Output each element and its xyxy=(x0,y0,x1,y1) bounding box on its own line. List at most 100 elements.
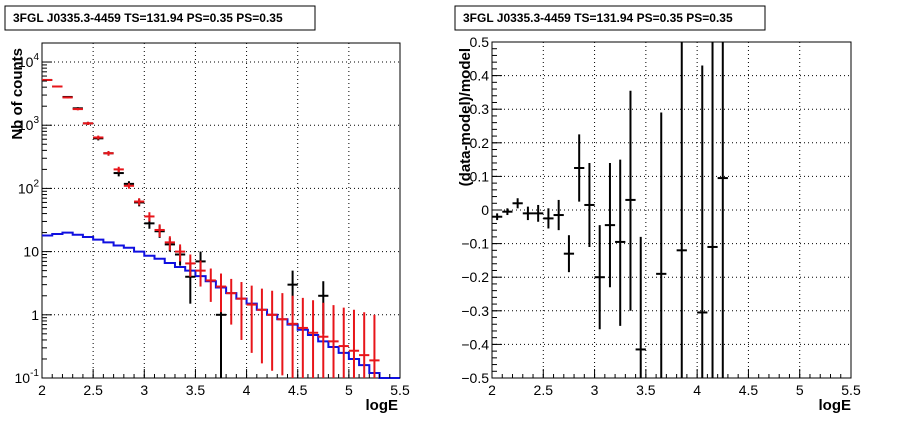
y-tick-label: 10 xyxy=(23,244,39,260)
residual-series xyxy=(492,42,728,378)
data-point xyxy=(103,151,114,156)
data-point xyxy=(256,288,268,364)
x-tick-label: 2 xyxy=(38,382,46,398)
counts-x-ticks: 2 2.5 3 3.5 4 4.5 5 5.5 xyxy=(38,369,410,398)
x-tick-label: 5.5 xyxy=(841,382,861,398)
data-point xyxy=(164,236,175,251)
x-tick-label: 4.5 xyxy=(739,382,759,398)
y-tick-label: 104 xyxy=(18,52,40,70)
counts-series xyxy=(42,78,400,379)
counts-chart: 2 2.5 3 3.5 4 4.5 5 5.5 10-1 1 10 102 103 104 logE N… xyxy=(4,5,410,414)
x-tick-label: 3 xyxy=(140,382,148,398)
data-point xyxy=(246,285,257,353)
data-point xyxy=(369,314,380,378)
counts-x-axis-label: logE xyxy=(366,397,399,414)
data-point xyxy=(72,107,83,111)
data-point xyxy=(134,198,145,206)
data-point xyxy=(307,300,319,378)
data-point xyxy=(717,42,728,378)
data-point xyxy=(236,282,247,340)
data-point xyxy=(318,302,329,378)
data-point xyxy=(113,166,124,173)
y-tick-label: 10-1 xyxy=(15,368,40,386)
data-point xyxy=(93,135,104,140)
y-tick-label: 0.2 xyxy=(470,135,490,151)
data-point xyxy=(62,96,73,99)
x-tick-label: 3.5 xyxy=(636,382,656,398)
counts-chart-title: 3FGL J0335.3-4459 TS=131.94 PS=0.35 PS=0… xyxy=(13,11,283,25)
x-tick-label: 2 xyxy=(488,382,496,398)
x-tick-label: 4 xyxy=(693,382,701,398)
x-tick-label: 5.5 xyxy=(390,382,410,398)
data-point xyxy=(205,268,216,302)
y-tick-label: 103 xyxy=(18,115,40,133)
data-point xyxy=(348,309,360,378)
residual-title-box xyxy=(454,5,766,31)
data-point xyxy=(553,199,564,231)
x-tick-label: 2.5 xyxy=(534,382,554,398)
x-tick-label: 4 xyxy=(243,382,251,398)
data-point xyxy=(676,42,687,378)
residual-chart-title: 3FGL J0335.3-4459 TS=131.94 PS=0.35 PS=0… xyxy=(463,11,733,25)
residual-y-axis-label: (data-model)/model xyxy=(457,48,474,186)
counts-title-box xyxy=(4,5,316,31)
data-point xyxy=(174,244,186,262)
residual-plot-frame xyxy=(491,41,852,379)
data-point xyxy=(144,212,155,222)
data-point xyxy=(359,312,370,378)
data-point xyxy=(563,235,575,273)
x-tick-label: 3 xyxy=(591,382,599,398)
residual-x-ticks: 2 2.5 3 3.5 4 4.5 5 5.5 xyxy=(488,369,861,398)
data-point xyxy=(543,208,554,229)
data-point xyxy=(697,65,708,378)
y-tick-label: 0 xyxy=(481,202,489,218)
x-tick-label: 5 xyxy=(796,382,804,398)
data-point xyxy=(82,121,94,125)
x-tick-label: 3.5 xyxy=(186,382,206,398)
x-tick-label: 2.5 xyxy=(83,382,103,398)
data-point xyxy=(267,290,278,371)
data-point xyxy=(123,183,135,189)
y-tick-label: 102 xyxy=(18,178,40,196)
data-point xyxy=(42,78,53,81)
data-point xyxy=(635,236,646,378)
y-tick-label: 0.5 xyxy=(470,34,490,50)
y-tick-label: 0.3 xyxy=(470,101,490,117)
counts-y-ticks: 10-1 1 10 102 103 104 xyxy=(15,42,52,386)
data-point xyxy=(584,162,595,247)
y-tick-label: 0.1 xyxy=(470,168,490,184)
data-point xyxy=(604,162,616,288)
data-point xyxy=(522,206,534,221)
data-point xyxy=(656,112,667,378)
data-point xyxy=(277,293,288,376)
residual-grid xyxy=(492,42,851,378)
y-tick-label: −0.1 xyxy=(461,236,489,252)
x-tick-label: 4.5 xyxy=(288,382,308,398)
data-point xyxy=(594,225,605,330)
data-point xyxy=(195,260,206,287)
data-point xyxy=(287,295,298,378)
y-tick-label: −0.3 xyxy=(461,303,489,319)
data-point xyxy=(707,42,718,378)
data-point xyxy=(533,204,544,222)
data-point xyxy=(574,134,585,202)
data-point xyxy=(615,159,626,326)
data-point xyxy=(154,224,165,238)
y-tick-label: −0.4 xyxy=(461,336,489,352)
y-tick-label: 1 xyxy=(31,307,39,323)
data-point xyxy=(52,85,63,88)
residual-y-ticks: −0.5 −0.4 −0.3 −0.2 −0.1 0 0.1 0.2 0.3 0.4 0.5 xyxy=(461,34,502,386)
data-point xyxy=(226,278,237,325)
residual-x-axis-label: logE xyxy=(819,397,852,414)
counts-y-axis-label: Nb of counts xyxy=(9,48,26,140)
data-point xyxy=(338,307,349,378)
y-tick-label: −0.2 xyxy=(461,269,489,285)
data-point xyxy=(297,297,308,378)
y-tick-label: 0.4 xyxy=(470,68,490,84)
data-point xyxy=(185,254,196,277)
data-point xyxy=(215,273,227,313)
data-point xyxy=(512,198,523,209)
residual-chart: 2 2.5 3 3.5 4 4.5 5 5.5 −0.5 −0.4 −0.3 −0.2 −0.1 0 0.… xyxy=(454,5,861,414)
data-point xyxy=(625,90,636,311)
